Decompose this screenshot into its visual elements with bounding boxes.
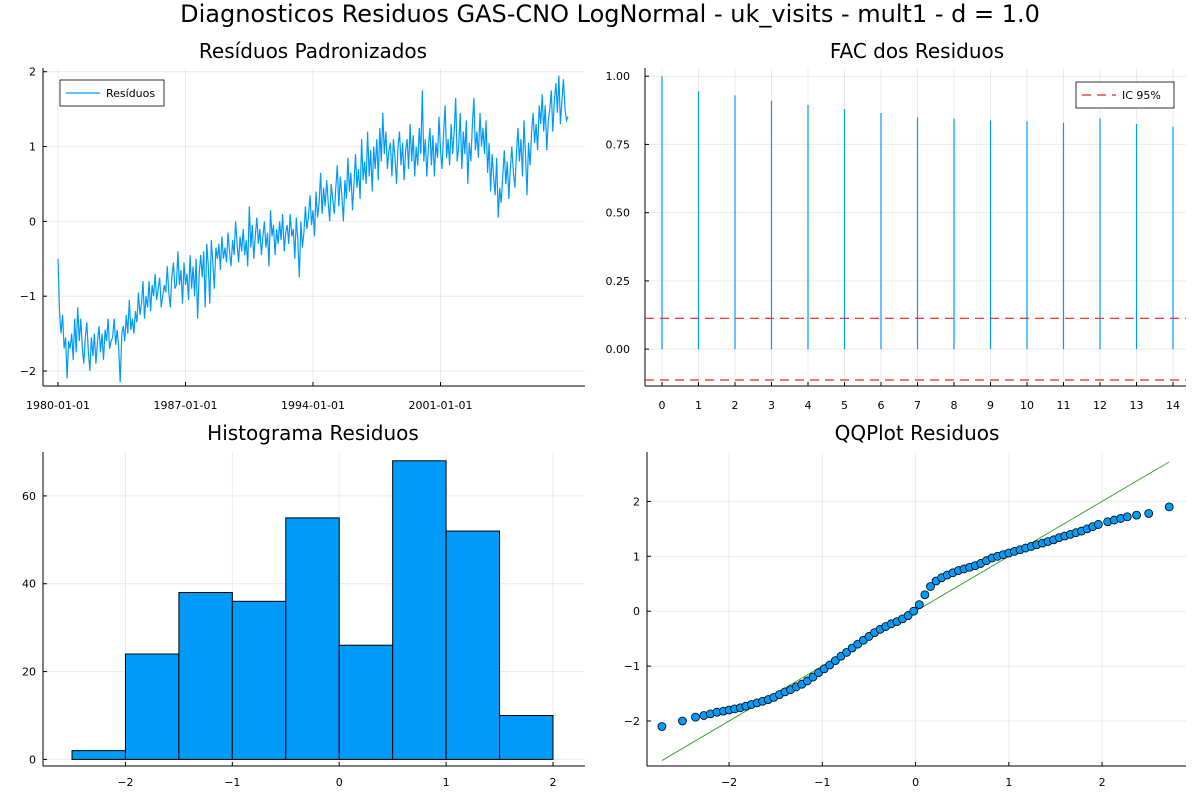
figure-title: Diagnosticos Residuos GAS-CNO LogNormal … [180, 0, 1040, 28]
x-tick-label: 9 [987, 399, 994, 412]
x-tick-label: 2 [550, 776, 557, 789]
x-tick-label: 3 [768, 399, 775, 412]
y-tick-label: 40 [22, 578, 36, 591]
residuals-legend-label: Resíduos [106, 87, 155, 100]
x-tick-label: 11 [1057, 399, 1071, 412]
x-tick-label: 1 [695, 399, 702, 412]
y-tick-label: 0.25 [606, 275, 631, 288]
x-tick-label: 13 [1130, 399, 1144, 412]
qq-point [1132, 510, 1141, 520]
y-tick-label: 0.50 [606, 207, 631, 220]
y-tick-label: −1 [20, 290, 36, 303]
x-tick-label: 10 [1020, 399, 1034, 412]
histogram-bar [178, 592, 233, 760]
qqplot-panel: QQPlot Residuos −2 −1 0 1 2 −2 −1 0 1 2 [624, 421, 1186, 789]
y-tick-label: 2 [633, 495, 640, 508]
y-tick-label: 0.75 [606, 138, 631, 151]
qq-point [1164, 502, 1174, 512]
qqplot-title: QQPlot Residuos [835, 421, 1000, 445]
acf-title: FAC dos Residuos [830, 39, 1004, 63]
qq-point [909, 606, 919, 616]
x-tick-label: −2 [117, 776, 133, 789]
x-tick-label: 1980-01-01 [26, 399, 90, 412]
histogram-title: Histograma Residuos [207, 421, 419, 445]
x-tick-label: 7 [914, 399, 921, 412]
y-tick-label: 60 [22, 490, 36, 503]
y-tick-label: 1 [29, 141, 36, 154]
x-tick-label: 1 [1005, 776, 1012, 789]
x-tick-label: 2 [1099, 776, 1106, 789]
qq-point [926, 582, 935, 591]
x-tick-label: 0 [659, 399, 666, 412]
x-tick-label: 2001-01-01 [409, 399, 473, 412]
residuals-panel: Resíduos Padronizados −2 −1 0 1 2 1980-01-01 1… [20, 39, 585, 412]
y-tick-label: 1.00 [606, 70, 631, 83]
histogram-bar [124, 653, 180, 760]
y-tick-label: 0.00 [606, 343, 631, 356]
histogram-bar [231, 600, 287, 760]
x-tick-label: 2 [732, 399, 739, 412]
y-tick-label: −2 [20, 365, 36, 378]
qq-point [678, 716, 687, 726]
y-tick-label: 2 [29, 66, 36, 79]
y-tick-label: 0 [29, 215, 36, 228]
histogram-bar [445, 530, 501, 760]
histogram-bar [392, 460, 447, 760]
x-tick-label: 1987-01-01 [154, 399, 218, 412]
x-tick-label: −2 [721, 776, 737, 789]
histogram-panel: Histograma Residuos 0 20 40 60 −2 −1 0 1 2 [22, 421, 585, 789]
x-tick-label: 0 [912, 776, 919, 789]
residuals-title: Resíduos Padronizados [199, 39, 427, 63]
qq-point [920, 590, 930, 600]
x-tick-label: −1 [224, 776, 240, 789]
histogram-bar [71, 750, 126, 760]
qq-point [1122, 512, 1132, 522]
x-tick-label: 8 [951, 399, 958, 412]
acf-legend-label: IC 95% [1122, 89, 1161, 102]
acf-legend-box [1075, 81, 1175, 109]
qq-point [1093, 520, 1103, 529]
x-tick-label: 1994-01-01 [281, 399, 345, 412]
qq-point [914, 600, 924, 610]
x-tick-label: 12 [1093, 399, 1107, 412]
residuals-series-line [57, 75, 569, 383]
y-tick-label: −2 [624, 715, 640, 728]
histogram-bar [285, 517, 340, 760]
y-tick-label: −1 [624, 660, 640, 673]
x-tick-label: 0 [336, 776, 343, 789]
y-tick-label: 0 [29, 753, 36, 766]
y-tick-label: 0 [633, 605, 640, 618]
qq-point [691, 712, 700, 722]
acf-panel: FAC dos Residuos 0.000.250.500.751.000 1 2… [606, 39, 1186, 412]
x-tick-label: 1 [443, 776, 450, 789]
histogram-bar [338, 644, 394, 760]
x-tick-label: 4 [805, 399, 812, 412]
x-tick-label: 6 [878, 399, 885, 412]
x-tick-label: 14 [1166, 399, 1180, 412]
x-tick-label: −1 [814, 776, 830, 789]
histogram-bar [499, 714, 554, 760]
y-tick-label: 20 [22, 666, 36, 679]
qq-point [657, 722, 667, 731]
qq-point [1144, 509, 1154, 518]
x-tick-label: 5 [841, 399, 848, 412]
y-tick-label: 1 [633, 550, 640, 563]
